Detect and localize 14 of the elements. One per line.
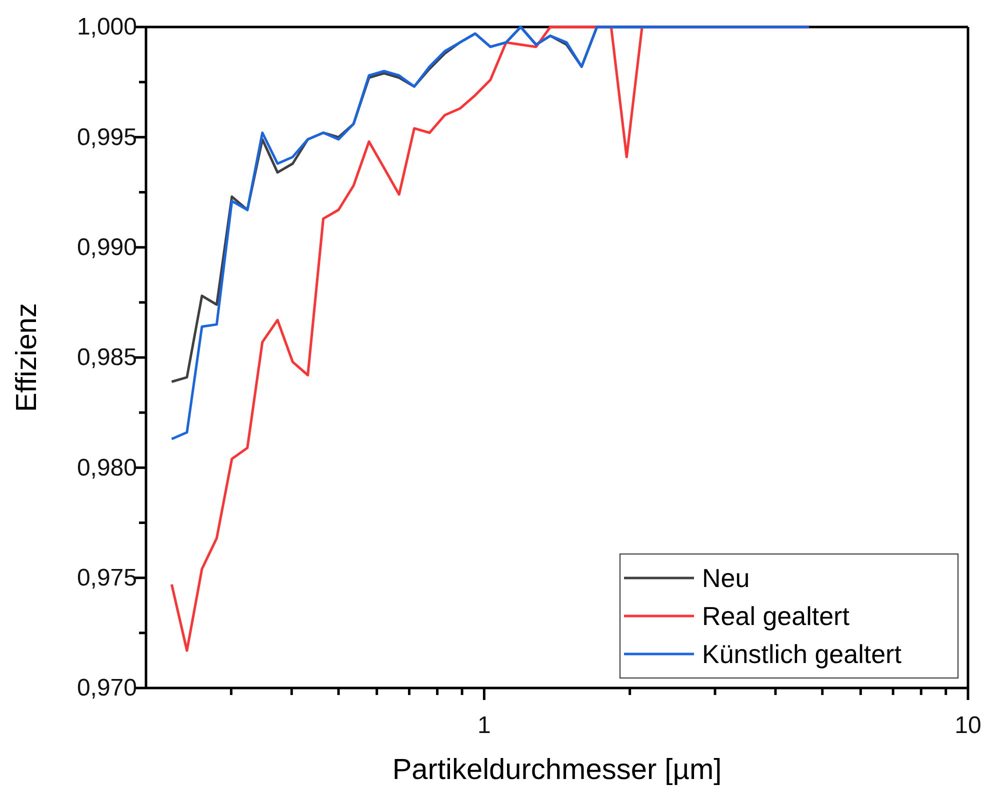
x-tick-label: 1: [478, 712, 491, 739]
legend-label: Künstlich gealtert: [702, 639, 902, 669]
y-tick-label: 0,980: [76, 454, 137, 482]
x-tick-label: 10: [954, 712, 982, 739]
y-tick-label: 0,975: [76, 564, 137, 592]
y-tick-label: 0,995: [76, 124, 137, 151]
y-tick-label: 1,000: [76, 14, 137, 41]
legend-label: Real gealtert: [702, 601, 850, 631]
y-tick-label: 0,970: [76, 674, 137, 702]
y-tick-label: 0,985: [76, 344, 137, 372]
x-axis-title: Partikeldurchmesser [µm]: [392, 754, 722, 786]
legend-label: Neu: [702, 563, 750, 593]
y-axis-title: Effizienz: [11, 302, 43, 412]
y-tick-label: 0,990: [76, 234, 137, 262]
